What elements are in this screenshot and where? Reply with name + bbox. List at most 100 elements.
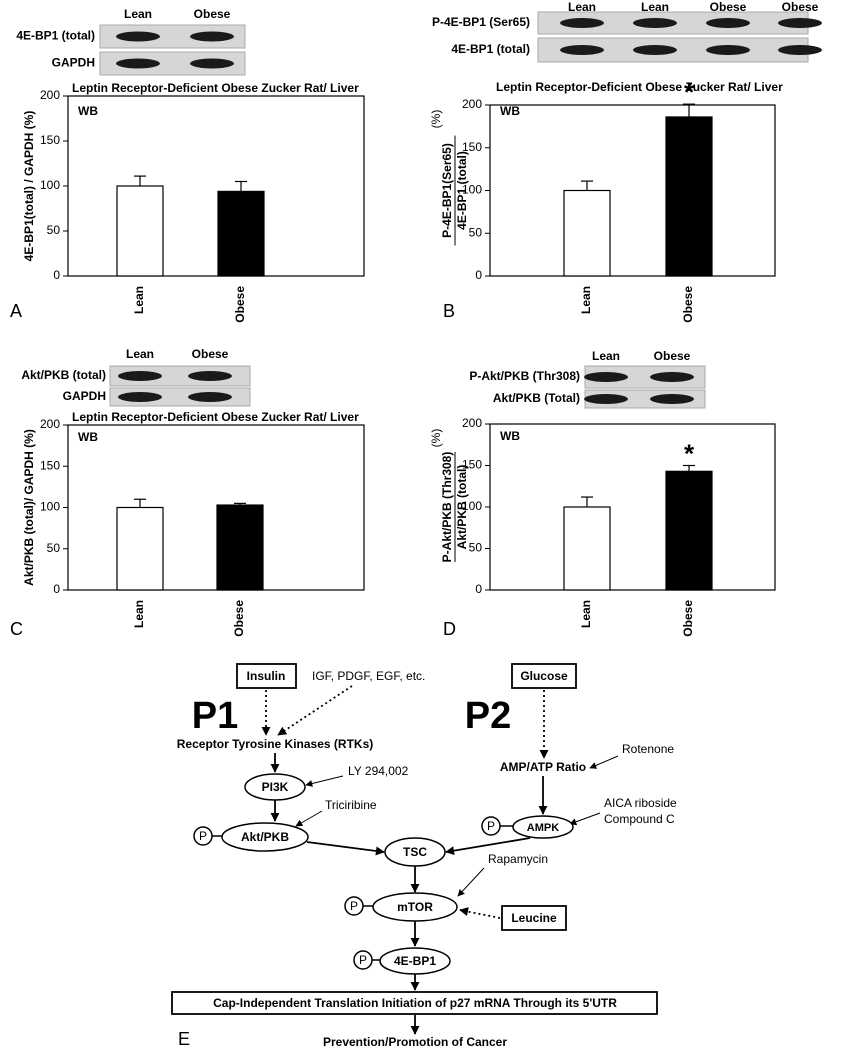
node-ellipse <box>221 822 309 852</box>
y-tick-label: 0 <box>475 582 482 596</box>
plot-frame <box>489 423 776 591</box>
node-box <box>171 991 658 1015</box>
node-box <box>236 663 297 689</box>
blot-band <box>116 31 160 42</box>
bar <box>563 189 611 277</box>
blot-row-label: Akt/PKB (Total) <box>493 391 580 405</box>
y-tick-label: 0 <box>53 268 60 282</box>
blot-lane-label: Lean <box>641 0 669 14</box>
phospho-circle <box>481 816 501 836</box>
y-axis-label: 4E-BP1 (total) <box>455 151 469 230</box>
panel-label: D <box>443 619 456 639</box>
panel-label: B <box>443 301 455 321</box>
y-tick-label: 50 <box>47 223 61 237</box>
phospho: P <box>199 829 207 843</box>
blot-band <box>584 372 628 382</box>
agent: IGF, PDGF, EGF, etc. <box>312 669 425 683</box>
y-tick-label: 100 <box>40 178 60 192</box>
blot-band <box>118 371 162 381</box>
blot-band <box>650 394 694 404</box>
x-tick-label: Lean <box>132 600 146 628</box>
arrow <box>459 907 501 919</box>
node: Prevention/Promotion of Cancer <box>323 1035 507 1049</box>
node: Receptor Tyrosine Kinases (RTKs) <box>177 737 374 751</box>
arrow <box>277 685 353 736</box>
y-tick-label: 50 <box>47 541 61 555</box>
blot-band <box>706 18 750 28</box>
node: Leucine <box>511 911 557 925</box>
x-tick-label: Lean <box>579 286 593 314</box>
y-axis-label: Akt/PKB (total) <box>455 465 469 550</box>
x-tick-label: Obese <box>681 600 695 637</box>
blot-band <box>778 18 822 28</box>
agent: LY 294,002 <box>348 764 409 778</box>
phospho-circle <box>353 950 373 970</box>
blot-row-label: 4E-BP1 (total) <box>451 42 530 56</box>
inhibitor-arrow <box>589 755 619 769</box>
blot-lane-label: Obese <box>710 0 747 14</box>
significance-marker: * <box>684 77 695 107</box>
blot-lane-label: Lean <box>124 7 152 21</box>
annotation: WB <box>500 104 520 118</box>
node: AMPK <box>527 822 559 834</box>
phospho: P <box>350 899 358 913</box>
bar <box>116 185 164 277</box>
annotation: WB <box>78 104 98 118</box>
plot-frame <box>67 424 365 591</box>
y-tick-label: 150 <box>462 140 482 154</box>
panel-label: E <box>178 1029 190 1049</box>
blot-band <box>633 45 677 55</box>
y-axis-unit: (%) <box>429 429 443 448</box>
blot-lane-label: Obese <box>194 7 231 21</box>
blot-band <box>190 58 234 69</box>
y-axis-label: P-Akt/PKB (Thr308) <box>440 452 454 563</box>
pathway-label: P2 <box>465 695 511 737</box>
node-box <box>501 905 567 931</box>
agent: Rotenone <box>622 742 674 756</box>
blot-lane-label: Obese <box>192 347 229 361</box>
blot-lane-label: Obese <box>654 349 691 363</box>
y-tick-label: 200 <box>40 88 60 102</box>
blot-row-label: P-Akt/PKB (Thr308) <box>469 369 580 383</box>
y-axis-label: P-4E-BP1(Ser65) <box>440 143 454 238</box>
y-tick-label: 150 <box>40 458 60 472</box>
bar <box>665 116 713 277</box>
blot-strip <box>99 24 246 49</box>
chart-title: Leptin Receptor-Deficient Obese Zucker R… <box>72 410 359 424</box>
blot-band <box>188 392 232 402</box>
blot-lane-label: Lean <box>592 349 620 363</box>
y-tick-label: 50 <box>469 541 483 555</box>
agent: Rapamycin <box>488 852 548 866</box>
node: Glucose <box>520 669 568 683</box>
panel-label: A <box>10 301 22 321</box>
plot-frame <box>489 104 776 277</box>
bar <box>563 506 611 591</box>
bar <box>116 506 164 591</box>
node: Insulin <box>247 669 286 683</box>
blot-band <box>188 371 232 381</box>
node: TSC <box>403 845 427 859</box>
node-ellipse <box>512 815 574 839</box>
chart-title: Leptin Receptor-Deficient Obese Zucker R… <box>72 81 359 95</box>
blot-lane-label: Lean <box>568 0 596 14</box>
blot-row-label: GAPDH <box>52 56 95 70</box>
x-tick-label: Obese <box>233 286 247 323</box>
inhibitor-arrow <box>569 812 601 826</box>
inhibitor-arrow <box>457 867 485 897</box>
bar <box>216 504 264 591</box>
panel-label: C <box>10 619 23 639</box>
pathway-diagram: P1 P2 Insulin IGF, PDGF, EGF, etc. Gluco… <box>171 663 677 1049</box>
blot-band <box>650 372 694 382</box>
chart-title: Leptin Receptor-Deficient Obese Zucker R… <box>496 80 783 94</box>
blot-band <box>633 18 677 28</box>
y-tick-label: 0 <box>475 268 482 282</box>
blot-lane-label: Lean <box>126 347 154 361</box>
plot-frame <box>67 95 365 277</box>
x-tick-label: Obese <box>681 286 695 323</box>
annotation: WB <box>500 429 520 443</box>
bar <box>217 190 265 277</box>
node-box <box>511 663 577 689</box>
blot-band <box>706 45 750 55</box>
node: Akt/PKB <box>241 830 289 844</box>
